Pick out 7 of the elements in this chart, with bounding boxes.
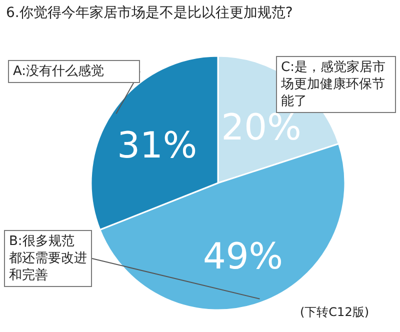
slice-label: A:没有什么感觉 [8,60,140,83]
text: (下转C12版) [300,304,370,321]
data-label: 31% [117,126,198,167]
data-label: 49% [202,236,283,278]
slice-label: C:是，感觉家居市场更加健康环保节能了 [276,56,396,113]
chart-title: 6.你觉得今年家居市场是不是比以往更加规范? [6,4,293,22]
slice-label: B:很多规范都还需要改进和完善 [4,230,92,287]
